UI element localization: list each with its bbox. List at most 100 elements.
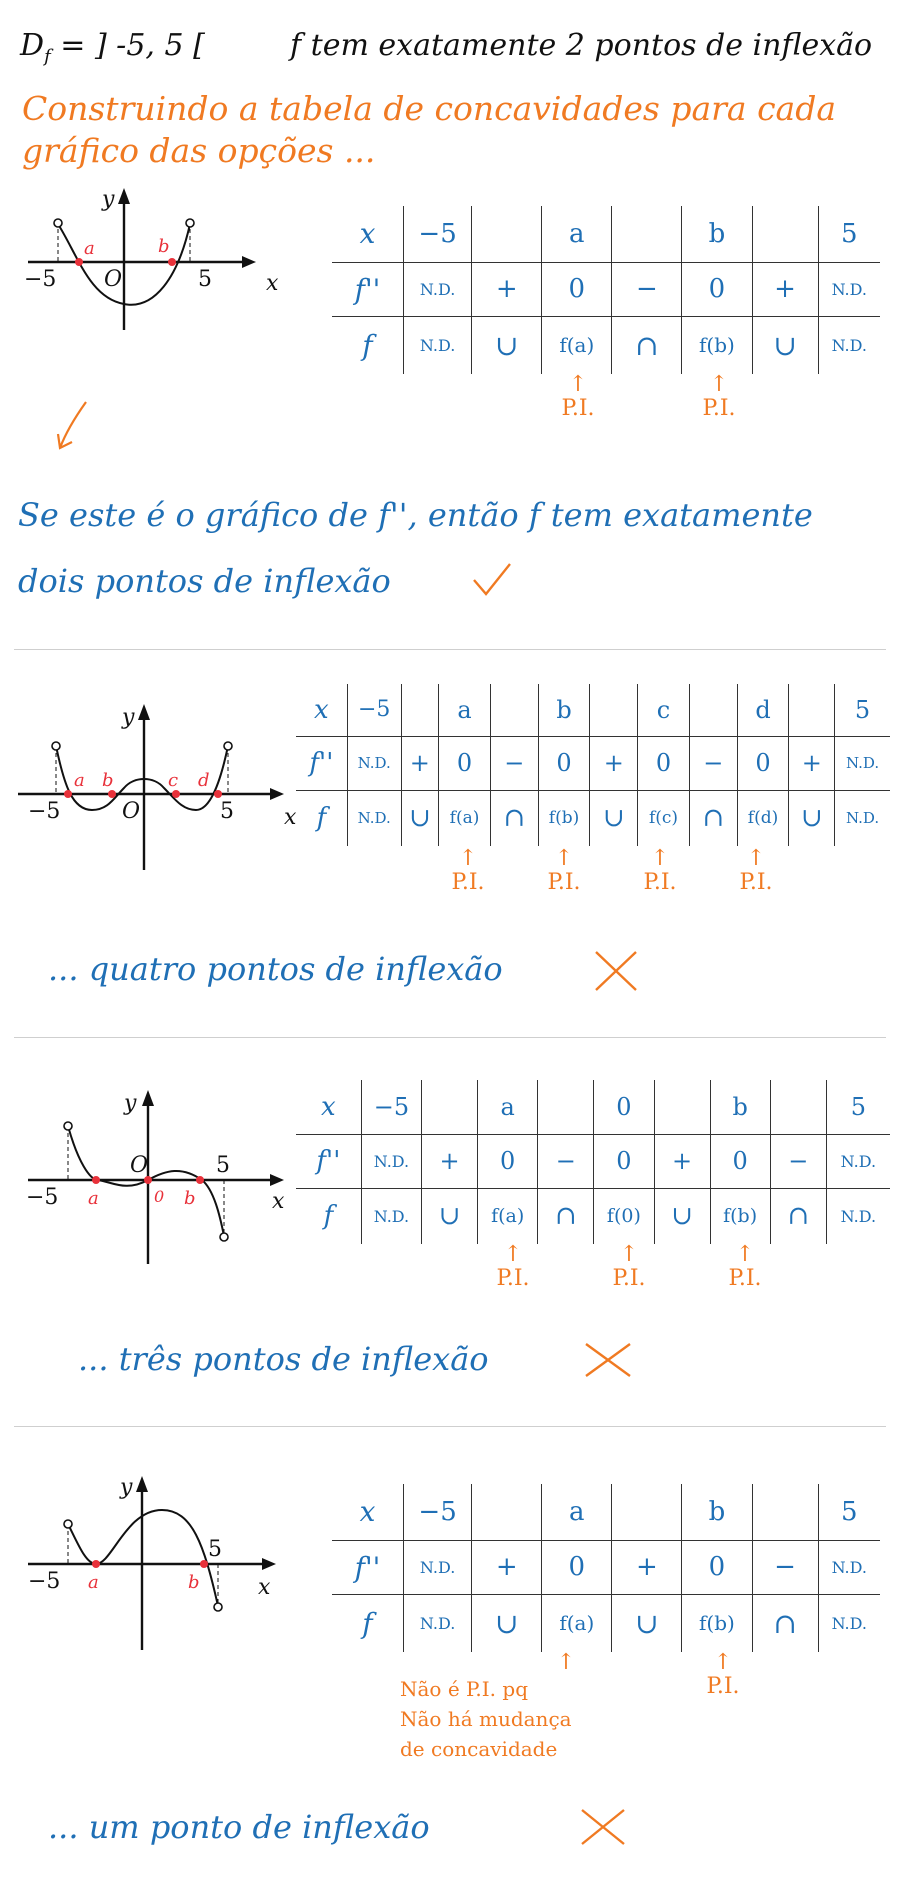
option4-f2-nd-right: N.D.: [817, 1540, 880, 1595]
option4-f2-s2: 0: [541, 1540, 612, 1595]
option4-not-pi-arrow: ↑: [546, 1652, 586, 1674]
option3-x-0: 0: [593, 1080, 655, 1135]
option1-neg5: −5: [24, 267, 56, 292]
option4-curve: [67, 1508, 219, 1607]
option1-point-b: [168, 258, 176, 266]
option2-label-c: c: [168, 770, 178, 791]
option3-f-v3: ∩: [537, 1188, 594, 1244]
option2-origin: O: [122, 799, 140, 824]
option4-note-line-1: Não é P.I. pq: [400, 1677, 528, 1701]
option1-x-b: b: [681, 206, 753, 263]
option2-f-v1: ∪: [400, 790, 439, 846]
option3-f2-s5: +: [653, 1134, 711, 1189]
option1-origin: O: [104, 267, 122, 292]
domain-statement: Df = ] -5, 5 [: [20, 28, 205, 67]
option2-pi-b: ↑ P.I.: [529, 848, 599, 896]
option4-f-v5: ∩: [751, 1594, 819, 1652]
option4-point-a: [92, 1560, 100, 1568]
option1-x-arrow: [242, 256, 256, 268]
option2-x-d: d: [736, 684, 789, 737]
option3-label-0: 0: [154, 1187, 164, 1206]
option1-point-a: [75, 258, 83, 266]
option4-pi-b-label: P.I.: [706, 1674, 740, 1699]
option3-x-a: a: [477, 1080, 538, 1135]
option2-x-minus5: −5: [346, 684, 402, 737]
option2-x-a: a: [438, 684, 491, 737]
option4-note-line-2: Não há mudança: [400, 1707, 572, 1731]
option4-f-v2: f(a): [541, 1594, 612, 1652]
option2-pi-a: ↑ P.I.: [433, 846, 503, 896]
intro-line-2: gráfico das opções ...: [22, 131, 376, 170]
separator-2: [14, 1037, 886, 1038]
option2-label-a: a: [74, 770, 85, 791]
option4-sign-table: x −5 a b 5 f'' N.D. + 0 + 0 − N.D. f N.D…: [332, 1484, 880, 1652]
option2-f-v8: f(d): [736, 790, 789, 846]
option1-f2-s2: 0: [541, 262, 612, 317]
option2-f-v3: ∩: [489, 790, 539, 846]
option3-pi-0: ↑ P.I.: [594, 1244, 664, 1292]
option1-f-v5: ∪: [751, 316, 819, 374]
option3-x-int-4: [769, 1080, 827, 1135]
option3-point-a: [92, 1176, 100, 1184]
option3-pos5: 5: [216, 1153, 230, 1178]
option2-f-v7: ∩: [688, 790, 738, 846]
option2-f2-s3: −: [489, 736, 539, 791]
cross-icon: [595, 951, 637, 991]
option3-pi-a-label: P.I.: [496, 1266, 530, 1291]
option1-open-right: [185, 218, 195, 228]
option3-f-header: f: [323, 1201, 334, 1232]
option2-f2-s4: 0: [537, 736, 590, 791]
option3-pi-b-arrow-icon: ↑: [735, 1242, 755, 1267]
cross-icon: [581, 1809, 625, 1845]
domain-subscript: f: [44, 46, 51, 67]
option3-point-b: [196, 1176, 204, 1184]
option2-point-a: [64, 790, 72, 798]
option4-f-v4: f(b): [681, 1594, 753, 1652]
option4-f2-nd-left: N.D.: [402, 1540, 472, 1595]
option3-f-v7: ∩: [769, 1188, 827, 1244]
option1-f2-header: f'': [332, 262, 404, 317]
option1-pi-b: ↑ P.I.: [679, 374, 759, 422]
option3-x-minus5: −5: [360, 1080, 422, 1135]
option2-f2-nd-left: N.D.: [346, 736, 402, 791]
option3-f-v2: f(a): [477, 1188, 538, 1244]
option3-pi-b-label: P.I.: [728, 1266, 762, 1291]
option3-pi-a-arrow-icon: ↑: [503, 1242, 523, 1267]
option3-f2-nd-left: N.D.: [360, 1134, 422, 1189]
option4-open-right: [213, 1602, 223, 1612]
option4-f-header: f: [362, 1606, 373, 1640]
option4-note: Não é P.I. pq Não há mudança de concavid…: [400, 1674, 630, 1764]
option2-y-label: y: [121, 705, 135, 730]
option1-pos5: 5: [198, 267, 212, 292]
option3-pi-0-label: P.I.: [612, 1266, 646, 1291]
option2-f2-s9: +: [788, 736, 835, 791]
option1-f-header: f: [362, 328, 373, 362]
option2-point-b: [108, 790, 116, 798]
option2-x-int-1: [400, 684, 439, 737]
option2-pi-a-arrow-icon: ↑: [458, 846, 478, 871]
option1-conclusion-line-2: dois pontos de inflexão: [18, 562, 391, 600]
option2-x-c: c: [637, 684, 690, 737]
option3-label-b: b: [184, 1188, 196, 1209]
option2-x-int-4: [688, 684, 738, 737]
option4-conclusion: ... um ponto de inflexão: [48, 1808, 430, 1846]
option1-pi-b-label: P.I.: [702, 396, 736, 421]
option2-x-int-5: [788, 684, 835, 737]
option4-pi-b: ↑ P.I.: [683, 1652, 763, 1700]
option2-f2-s2: 0: [438, 736, 491, 791]
option1-f-nd-right: N.D.: [817, 316, 880, 374]
option4-f2-s1: +: [471, 1540, 542, 1595]
option4-f2-header: f'': [332, 1540, 404, 1595]
option3-x-int-1: [421, 1080, 478, 1135]
option3-y-arrow: [142, 1090, 154, 1106]
option1-label-a: a: [84, 238, 95, 259]
option2-pi-c-arrow-icon: ↑: [650, 846, 670, 871]
option1-f2-s3: −: [611, 262, 682, 317]
option3-label-a: a: [88, 1188, 99, 1209]
option2-neg5: −5: [28, 799, 60, 824]
domain-interval: = ] -5, 5 [: [50, 28, 205, 63]
option4-x-label: x: [258, 1575, 271, 1600]
option4-label-a: a: [88, 1572, 99, 1593]
option3-f2-s2: 0: [477, 1134, 538, 1189]
option4-f-nd-right: N.D.: [817, 1594, 880, 1652]
